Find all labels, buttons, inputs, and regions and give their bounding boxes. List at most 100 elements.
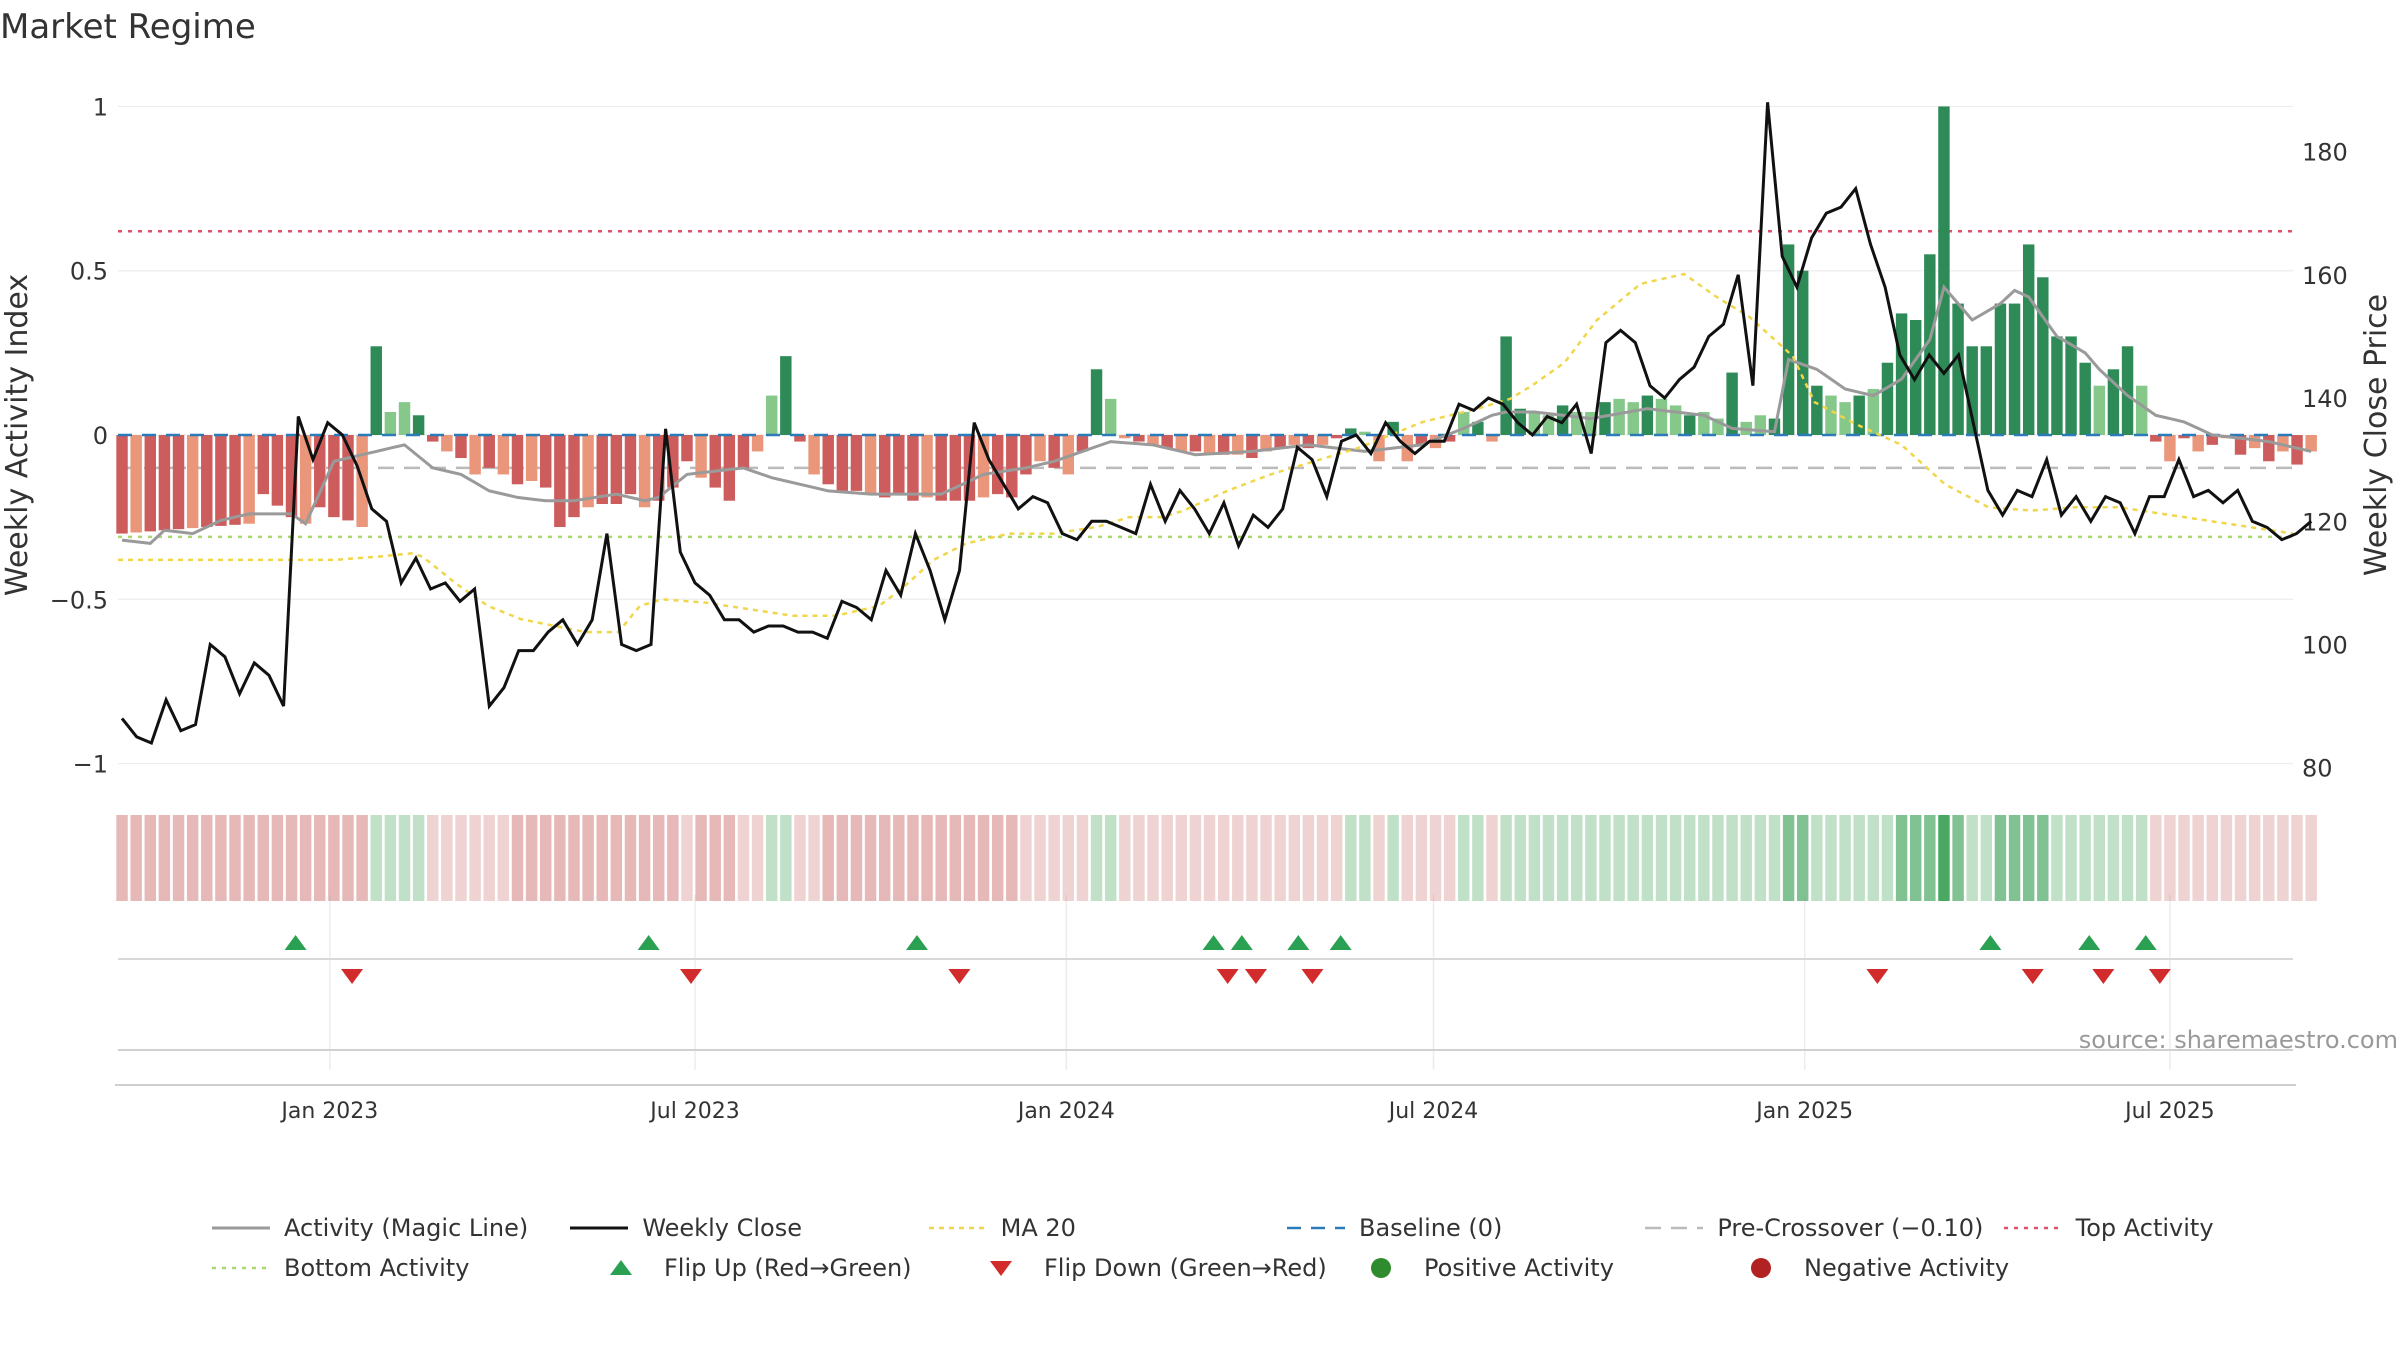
- activity-bar: [1246, 435, 1258, 458]
- flip-down-marker: [2092, 969, 2115, 984]
- regime-strip-cell: [427, 815, 439, 901]
- regime-strip-cell: [186, 815, 199, 901]
- regime-strip-cell: [201, 815, 213, 901]
- activity-bar: [2234, 435, 2247, 455]
- legend-label: Top Activity: [2075, 1214, 2214, 1242]
- regime-strip-cell: [257, 815, 269, 901]
- regime-strip-cell: [1980, 815, 1993, 901]
- activity-bar: [1133, 435, 1145, 442]
- regime-strip-cell: [2277, 815, 2289, 901]
- flip-up-marker: [1979, 935, 2002, 950]
- regime-strip-cell: [808, 815, 820, 901]
- regime-strip-cell: [1514, 815, 1526, 901]
- regime-strip-cell: [638, 815, 651, 901]
- activity-bar: [977, 435, 990, 498]
- flip-down-marker: [948, 969, 971, 984]
- flip-up-marker: [1202, 935, 1225, 950]
- activity-bar: [172, 435, 185, 530]
- flip-down-marker: [2021, 969, 2044, 984]
- regime-strip-cell: [1415, 815, 1428, 901]
- activity-bar: [794, 435, 806, 442]
- regime-strip-cell: [1895, 815, 1908, 901]
- activity-bar: [1062, 435, 1075, 475]
- regime-strip-cell: [1345, 815, 1357, 901]
- regime-strip-cell: [1232, 815, 1244, 901]
- regime-strip-cell: [935, 815, 947, 901]
- magic-line: [121, 283, 2312, 545]
- regime-strip-cell: [370, 815, 382, 901]
- y-left-axis-label: Weekly Activity Index: [0, 274, 35, 596]
- regime-strip-cell: [1161, 815, 1173, 901]
- regime-strip-cell: [780, 815, 792, 901]
- regime-strip-cell: [1768, 815, 1781, 901]
- regime-strip-cell: [1655, 815, 1668, 901]
- regime-strip-cell: [1330, 815, 1343, 901]
- activity-bar: [610, 435, 623, 504]
- regime-strip-cell: [1825, 815, 1837, 901]
- regime-strip-cell: [229, 815, 241, 901]
- activity-bar: [1104, 398, 1117, 435]
- regime-strip-cell: [1359, 815, 1371, 901]
- regime-strip-cell: [1020, 815, 1032, 901]
- flip-down-marker: [1216, 969, 1239, 984]
- activity-bar: [1288, 435, 1300, 445]
- bottom-legend-swatch-wrap: [210, 1256, 272, 1280]
- activity-bar: [243, 435, 255, 524]
- regime-strip-cell: [963, 815, 976, 901]
- x-tick-label: Jul 2023: [648, 1099, 740, 1124]
- regime-strip-cell: [554, 815, 566, 901]
- activity-bar: [1415, 435, 1428, 445]
- activity-bar: [1599, 402, 1611, 435]
- regime-strip-cell: [130, 815, 142, 901]
- activity-bar: [935, 435, 947, 501]
- activity-bar: [2305, 435, 2317, 452]
- regime-strip-cell: [1613, 815, 1625, 901]
- flip_down-legend-swatch-wrap: [970, 1256, 1032, 1280]
- legend-label: Positive Activity: [1424, 1254, 1614, 1282]
- legend-item-ma20: MA 20: [927, 1214, 1285, 1242]
- x-tick-label: Jan 2024: [1016, 1099, 1115, 1124]
- activity-bar: [624, 435, 637, 495]
- regime-strip-cell: [1952, 815, 1964, 901]
- activity-bar: [2065, 336, 2077, 435]
- regime-strip-cell: [2206, 815, 2219, 901]
- activity-bar: [667, 435, 679, 488]
- activity-bar: [229, 435, 241, 525]
- activity-bar: [1839, 402, 1851, 435]
- activity-bar: [215, 435, 227, 526]
- regime-strip-cell: [455, 815, 467, 901]
- activity-bar: [1472, 421, 1484, 435]
- legend-label: MA 20: [1000, 1214, 1076, 1242]
- legend-label: Activity (Magic Line): [284, 1214, 529, 1242]
- regime-strip-cell: [893, 815, 905, 901]
- legend-item-flip_down: Flip Down (Green→Red): [970, 1254, 1350, 1282]
- flip-down-marker: [680, 969, 703, 984]
- legend-row-2: Bottom Activity Flip Up (Red→Green) Flip D…: [210, 1248, 2360, 1288]
- regime-strip-cell: [681, 815, 693, 901]
- activity-bar: [1203, 435, 1216, 455]
- activity-bar: [1387, 421, 1399, 435]
- regime-strip-cell: [1203, 815, 1216, 901]
- negative-legend-swatch-wrap: [1730, 1256, 1792, 1280]
- regime-strip-cell: [1274, 815, 1286, 901]
- activity-bar: [751, 435, 764, 452]
- activity-bar: [2206, 435, 2219, 445]
- regime-strip-cell: [2121, 815, 2134, 901]
- regime-strip-cell: [398, 815, 411, 901]
- regime-strip-cell: [483, 815, 495, 901]
- activity-bar: [342, 435, 354, 521]
- pre-legend-swatch-wrap: [1643, 1216, 1705, 1240]
- flip-up-marker: [1287, 935, 1310, 950]
- activity-bar: [370, 346, 382, 435]
- regime-strip-cell: [2093, 815, 2106, 901]
- regime-strip-cell: [1302, 815, 1315, 901]
- y-left-tick-label: 0: [93, 422, 108, 450]
- activity-bar: [2008, 303, 2021, 435]
- regime-strip-cell: [850, 815, 863, 901]
- activity-bar: [1867, 389, 1880, 435]
- regime-strip-cell: [1881, 815, 1894, 901]
- activity-bar: [427, 435, 439, 442]
- chart-title: Market Regime: [0, 7, 256, 47]
- regime-strip-cell: [1048, 815, 1060, 901]
- weekly-close-line: [120, 102, 2313, 745]
